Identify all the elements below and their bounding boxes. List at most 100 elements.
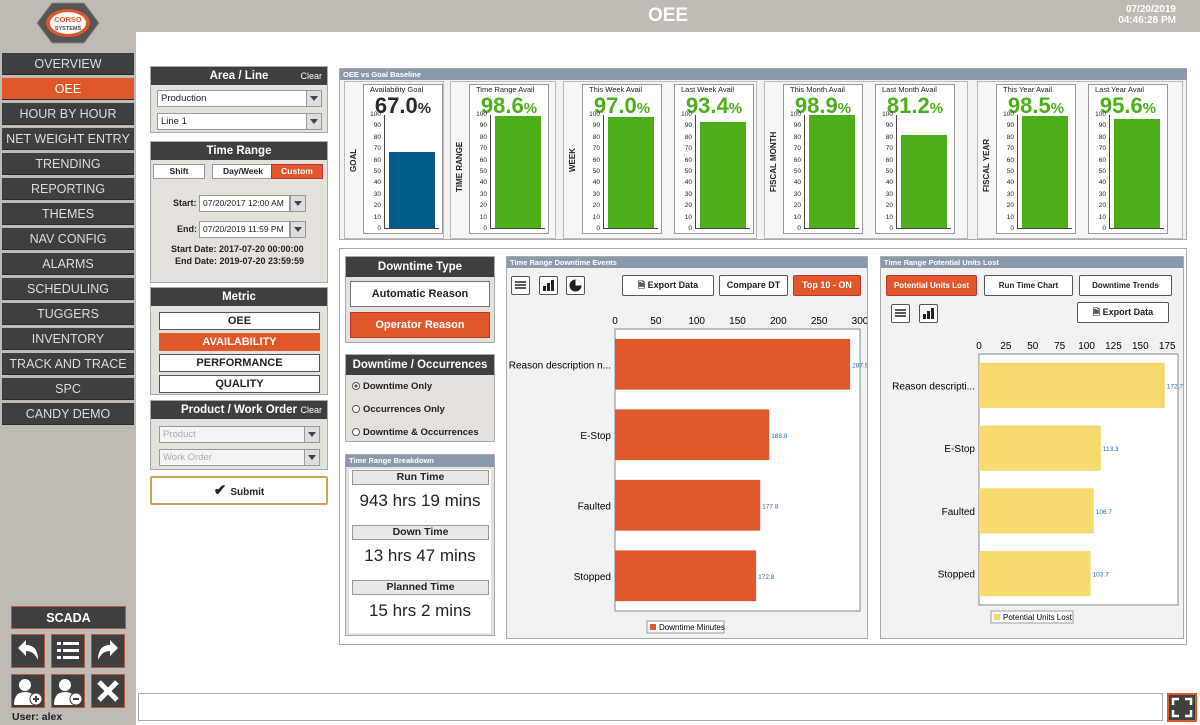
- nav-item-oee[interactable]: OEE: [2, 78, 134, 100]
- tab-shift[interactable]: Shift: [153, 164, 205, 179]
- user-remove-icon: [54, 679, 83, 706]
- nav-item-candy-demo[interactable]: CANDY DEMO: [2, 403, 134, 425]
- tab-potential-units-lost[interactable]: Potential Units Lost: [886, 275, 977, 296]
- start-date-input[interactable]: 07/20/2017 12:00 AM: [199, 195, 306, 212]
- gauge-name: This Week Avail: [589, 85, 643, 94]
- start-label: Start:: [173, 198, 197, 208]
- group-label: WEEK: [568, 148, 577, 172]
- tab-day-week[interactable]: Day/Week: [212, 164, 274, 179]
- nav-item-inventory[interactable]: INVENTORY: [2, 328, 134, 350]
- tab-downtime-trends[interactable]: Downtime Trends: [1079, 275, 1172, 296]
- category-label: Faulted: [578, 501, 611, 512]
- fullscreen-button[interactable]: [1167, 693, 1197, 722]
- gauge-value: 98.5%: [997, 93, 1075, 119]
- nav-item-spc[interactable]: SPC: [2, 378, 134, 400]
- x-tick-label: 0: [976, 341, 982, 352]
- tick-label: 20: [1006, 202, 1014, 210]
- nav-item-themes[interactable]: THEMES: [2, 203, 134, 225]
- tick-label: 20: [885, 202, 893, 210]
- start-date-picker[interactable]: [289, 195, 306, 212]
- tick-label: 0: [797, 225, 801, 232]
- downtime-type-operator-reason[interactable]: Operator Reason: [350, 312, 490, 338]
- back-button[interactable]: [11, 634, 45, 668]
- nav-item-nav-config[interactable]: NAV CONFIG: [2, 228, 134, 250]
- tick-label: 0: [596, 225, 600, 232]
- tick-label: 50: [373, 168, 381, 175]
- downtime-type-automatic-reason[interactable]: Automatic Reason: [350, 281, 490, 307]
- bar[interactable]: [615, 550, 757, 602]
- forward-button[interactable]: [91, 634, 125, 668]
- area-select[interactable]: Production: [157, 90, 322, 107]
- metric-quality[interactable]: QUALITY: [159, 375, 320, 393]
- percent-sign: %: [417, 100, 432, 117]
- bar[interactable]: [615, 479, 761, 531]
- radio-downtime-occurrences[interactable]: Downtime & Occurrences: [352, 427, 479, 438]
- top10-toggle-button[interactable]: Top 10 - ON: [793, 275, 861, 296]
- end-date-input[interactable]: 07/20/2019 11:59 PM: [199, 221, 306, 238]
- table-view-button[interactable]: [511, 276, 530, 295]
- scada-button[interactable]: SCADA: [11, 606, 126, 629]
- pie-chart-view-button[interactable]: [566, 276, 585, 295]
- x-tick-label: 100: [688, 316, 705, 327]
- submit-button[interactable]: ✔ Submit: [150, 476, 328, 505]
- bar[interactable]: [615, 338, 851, 390]
- gauge-value: 81.2%: [876, 93, 954, 119]
- tick-label: 70: [479, 145, 487, 153]
- bar[interactable]: [979, 425, 1101, 471]
- nav-item-hour-by-hour[interactable]: HOUR BY HOUR: [2, 103, 134, 125]
- nav-item-track-and-trace[interactable]: TRACK AND TRACE: [2, 353, 134, 375]
- nav-item-net-weight-entry[interactable]: NET WEIGHT ENTRY: [2, 128, 134, 150]
- units-lost-panel: Time Range Potential Units Lost Potentia…: [880, 256, 1184, 639]
- metric-oee[interactable]: OEE: [159, 312, 320, 330]
- export-data-button[interactable]: 🗎 Export Data: [622, 275, 714, 296]
- product-select[interactable]: Product: [159, 426, 320, 443]
- metric-performance[interactable]: PERFORMANCE: [159, 354, 320, 372]
- menu-list-button[interactable]: [51, 634, 85, 668]
- gauge-name: Last Week Avail: [681, 85, 735, 94]
- radio-label: Downtime & Occurrences: [363, 427, 479, 438]
- tick-label: 40: [1098, 179, 1106, 187]
- tick-label: 10: [793, 213, 801, 221]
- product-clear-button[interactable]: Clear: [300, 405, 322, 415]
- x-tick-label: 125: [1105, 341, 1122, 352]
- x-tick-label: 0: [612, 316, 618, 327]
- gauge-value: 67.0%: [364, 93, 442, 119]
- bar[interactable]: [979, 488, 1094, 534]
- radio-occurrences-only[interactable]: Occurrences Only: [352, 404, 445, 415]
- tab-custom[interactable]: Custom: [271, 164, 323, 179]
- bar[interactable]: [979, 362, 1165, 408]
- line-select[interactable]: Line 1: [157, 113, 322, 130]
- work-order-select[interactable]: Work Order: [159, 449, 320, 466]
- logout-button[interactable]: [51, 674, 85, 708]
- pie-chart-icon: [569, 279, 582, 292]
- x-tick-label: 200: [770, 316, 787, 327]
- area-clear-button[interactable]: Clear: [300, 71, 322, 81]
- category-label: E-Stop: [944, 444, 975, 455]
- close-button[interactable]: [91, 674, 125, 708]
- compare-dt-button[interactable]: Compare DT: [719, 275, 788, 296]
- chevron-down-icon: [306, 91, 321, 106]
- bar-chart-view-button[interactable]: [919, 304, 938, 323]
- nav-item-reporting[interactable]: REPORTING: [2, 178, 134, 200]
- radio-downtime-only[interactable]: Downtime Only: [352, 381, 432, 392]
- bar[interactable]: [979, 551, 1091, 597]
- login-button[interactable]: [11, 674, 45, 708]
- tab-run-time-chart[interactable]: Run Time Chart: [984, 275, 1073, 296]
- metric-availability[interactable]: AVAILABILITY: [159, 333, 320, 351]
- nav-item-trending[interactable]: TRENDING: [2, 153, 134, 175]
- percent-sign: %: [1050, 100, 1065, 117]
- nav-item-scheduling[interactable]: SCHEDULING: [2, 278, 134, 300]
- list-icon: [895, 309, 906, 317]
- table-view-button[interactable]: [891, 304, 910, 323]
- bar[interactable]: [615, 409, 770, 461]
- baseline-group-fiscal-year: FISCAL YEAR This Year Avail 98.5% 100 90 80 70…: [977, 81, 1183, 239]
- nav-item-alarms[interactable]: ALARMS: [2, 253, 134, 275]
- units-title: Time Range Potential Units Lost: [881, 257, 1183, 268]
- units-export-button[interactable]: 🗎 Export Data: [1077, 302, 1169, 323]
- tick-label: 80: [373, 133, 381, 141]
- end-date-picker[interactable]: [289, 221, 306, 238]
- bar-chart-view-button[interactable]: [539, 276, 558, 295]
- nav-item-overview[interactable]: OVERVIEW: [2, 53, 134, 75]
- gauge-name: Availability Goal: [370, 85, 424, 94]
- nav-item-tuggers[interactable]: TUGGERS: [2, 303, 134, 325]
